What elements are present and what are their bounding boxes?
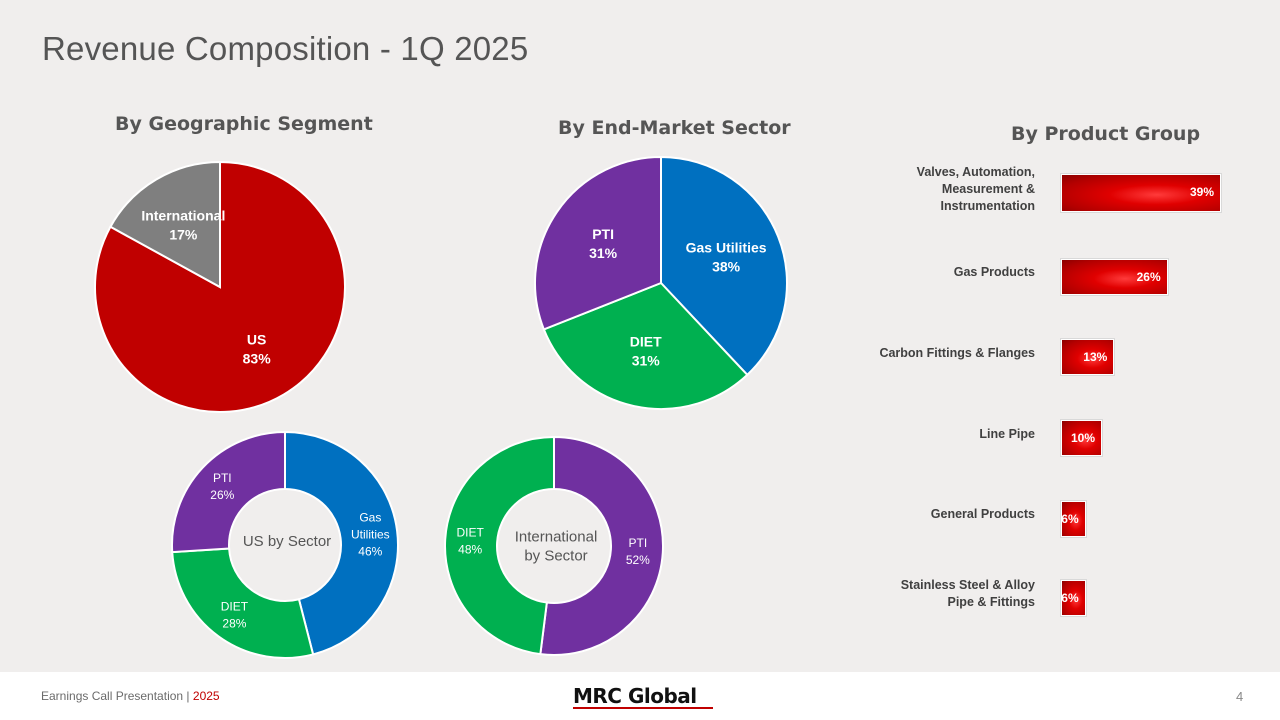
intl-donut-slice-diet bbox=[444, 435, 555, 656]
us-donut-label-diet: DIET 28% bbox=[221, 599, 249, 630]
bar-category-label: Valves, Automation, Measurement & Instrume… bbox=[916, 164, 1035, 213]
bar-line-pipe: 10% bbox=[1061, 420, 1103, 457]
bar-category-label: Line Pipe bbox=[979, 426, 1035, 441]
bar-value-label: 6% bbox=[1061, 590, 1079, 605]
geo-label-international: International 17% bbox=[141, 207, 225, 242]
logo-underline bbox=[573, 707, 713, 709]
bar-valves-automation-measurement-instrumentation: 39% bbox=[1061, 174, 1221, 212]
footer-year: 2025 bbox=[192, 689, 220, 703]
endmarket-slice-pti bbox=[534, 155, 662, 331]
us-donut-center-title: US by Sector bbox=[243, 533, 331, 550]
page-number: 4 bbox=[1236, 689, 1244, 704]
end-market-chart-title: By End-Market Sector bbox=[558, 117, 791, 139]
bar-stainless-steel-alloy-pipe-fittings: 6% bbox=[1061, 579, 1086, 616]
endmarket-label-gas-utilities: Gas Utilities 38% bbox=[686, 240, 767, 275]
intl-donut-center-title: International by Sector bbox=[515, 529, 598, 565]
us-donut-label-pti: PTI 26% bbox=[210, 471, 234, 502]
geographic-chart-title: By Geographic Segment bbox=[115, 113, 373, 135]
geo-slice-international bbox=[109, 160, 221, 289]
us-donut-label-gas-utilities: Gas Utilities 46% bbox=[351, 510, 390, 558]
footer: Earnings Call Presentation | 2025 MRC Gl… bbox=[0, 672, 1280, 720]
bar-category-label: General Products bbox=[930, 507, 1035, 522]
us-donut-slice-gas-utilities bbox=[284, 430, 399, 656]
charts-canvas: US 83% International 17% Gas Utilities 38% DIE… bbox=[94, 155, 788, 659]
geo-label-us: US 83% bbox=[243, 331, 272, 366]
intl-donut-slice-pti bbox=[539, 435, 664, 656]
bar-category-label: Gas Products bbox=[953, 265, 1035, 280]
bar-category-label: Carbon Fittings & Flanges bbox=[879, 345, 1035, 360]
intl-donut-label-pti: PTI 52% bbox=[626, 536, 650, 567]
page-title: Revenue Composition - 1Q 2025 bbox=[42, 30, 529, 67]
product-group-chart-title: By Product Group bbox=[1011, 123, 1201, 145]
bar-value-label: 13% bbox=[1083, 350, 1108, 365]
bar-value-label: 26% bbox=[1136, 269, 1161, 284]
bar-general-products: 6% bbox=[1061, 500, 1086, 537]
company-logo: MRC Global bbox=[573, 684, 697, 708]
bar-gas-products: 26% bbox=[1061, 258, 1168, 295]
endmarket-slice-diet bbox=[542, 281, 749, 410]
footer-separator: | bbox=[186, 689, 190, 703]
endmarket-label-pti: PTI 31% bbox=[589, 226, 618, 261]
slide: Revenue Composition - 1Q 2025 By Geograp… bbox=[0, 0, 1280, 672]
bar-value-label: 39% bbox=[1189, 185, 1214, 199]
us-donut-slice-pti bbox=[171, 430, 286, 554]
footer-caption: Earnings Call Presentation | 2025 bbox=[41, 689, 220, 703]
bar-carbon-fittings-flanges: 13% bbox=[1061, 339, 1115, 376]
endmarket-label-diet: DIET 31% bbox=[630, 334, 662, 369]
endmarket-slice-gas-utilities bbox=[660, 155, 788, 377]
bar-value-label: 10% bbox=[1070, 431, 1096, 446]
us-donut-slice-diet bbox=[171, 547, 315, 659]
bar-category-label: Stainless Steel & Alloy Pipe & Fittings bbox=[900, 577, 1035, 609]
presentation-name: Earnings Call Presentation bbox=[41, 689, 184, 703]
bar-value-label: 6% bbox=[1061, 511, 1079, 526]
intl-donut-label-diet: DIET 48% bbox=[456, 525, 484, 556]
